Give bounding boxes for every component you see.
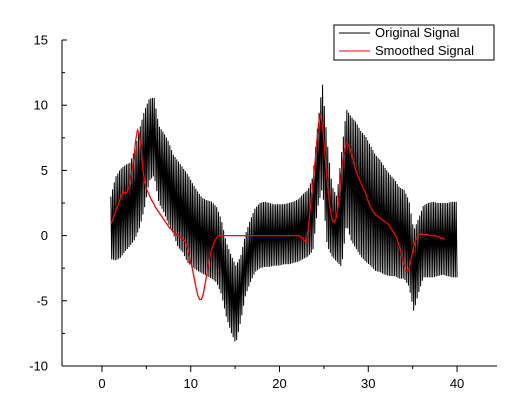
x-tick-label: 20	[272, 376, 286, 391]
y-tick-label: 5	[41, 163, 48, 178]
x-tick-label: 40	[450, 376, 464, 391]
smoothed-signal-series	[110, 114, 446, 301]
legend: Original Signal Smoothed Signal	[333, 24, 495, 61]
y-tick-label: 10	[34, 98, 48, 113]
legend-box	[333, 24, 495, 61]
x-tick-label: 0	[98, 376, 105, 391]
axes: -10 -5 0 5 10 15 0 10 20 30 40	[29, 33, 497, 391]
smoothed-signal-line	[110, 114, 446, 301]
legend-label-original: Original Signal	[375, 25, 460, 40]
original-signal-line	[110, 84, 458, 342]
y-tick-label: 15	[34, 33, 48, 48]
original-signal-series	[110, 84, 458, 342]
legend-label-smoothed: Smoothed Signal	[375, 43, 474, 58]
y-tick-label: -10	[29, 359, 48, 374]
y-tick-label: 0	[41, 228, 48, 243]
x-tick-label: 30	[361, 376, 375, 391]
x-tick-label: 10	[183, 376, 197, 391]
y-tick-label: -5	[36, 293, 48, 308]
